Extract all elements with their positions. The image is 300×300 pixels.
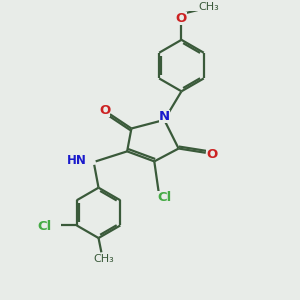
Text: HN: HN — [67, 154, 87, 167]
Text: Cl: Cl — [38, 220, 52, 232]
Text: CH₃: CH₃ — [198, 2, 219, 12]
Text: O: O — [176, 12, 187, 25]
Text: Cl: Cl — [157, 191, 171, 204]
Text: N: N — [159, 110, 170, 123]
Text: O: O — [206, 148, 218, 161]
Text: CH₃: CH₃ — [93, 254, 114, 264]
Text: O: O — [99, 104, 110, 117]
